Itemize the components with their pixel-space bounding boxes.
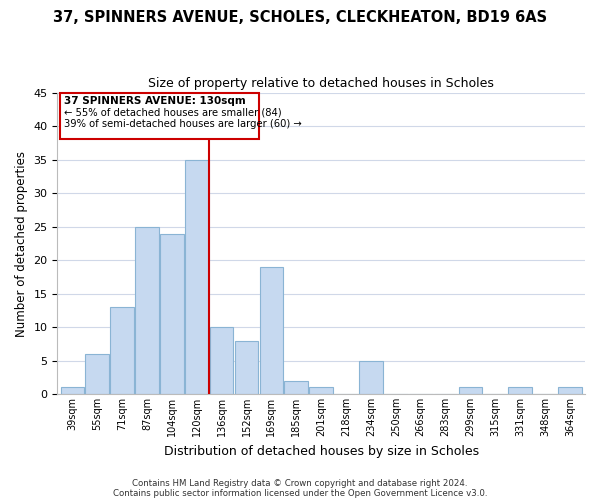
Bar [185, 160, 209, 394]
Bar [110, 307, 134, 394]
FancyBboxPatch shape [60, 93, 259, 138]
Text: Contains HM Land Registry data © Crown copyright and database right 2024.: Contains HM Land Registry data © Crown c… [132, 478, 468, 488]
Bar [558, 388, 582, 394]
Bar [310, 388, 333, 394]
Bar [459, 388, 482, 394]
Bar [235, 340, 259, 394]
Text: ← 55% of detached houses are smaller (84): ← 55% of detached houses are smaller (84… [64, 108, 281, 118]
Bar [260, 267, 283, 394]
Text: 37, SPINNERS AVENUE, SCHOLES, CLECKHEATON, BD19 6AS: 37, SPINNERS AVENUE, SCHOLES, CLECKHEATO… [53, 10, 547, 25]
Bar [359, 360, 383, 394]
Bar [284, 380, 308, 394]
Text: 37 SPINNERS AVENUE: 130sqm: 37 SPINNERS AVENUE: 130sqm [64, 96, 245, 106]
Y-axis label: Number of detached properties: Number of detached properties [15, 150, 28, 336]
X-axis label: Distribution of detached houses by size in Scholes: Distribution of detached houses by size … [164, 444, 479, 458]
Bar [508, 388, 532, 394]
Bar [61, 388, 84, 394]
Bar [210, 327, 233, 394]
Title: Size of property relative to detached houses in Scholes: Size of property relative to detached ho… [148, 78, 494, 90]
Bar [85, 354, 109, 394]
Bar [135, 227, 159, 394]
Text: 39% of semi-detached houses are larger (60) →: 39% of semi-detached houses are larger (… [64, 119, 301, 129]
Text: Contains public sector information licensed under the Open Government Licence v3: Contains public sector information licen… [113, 488, 487, 498]
Bar [160, 234, 184, 394]
